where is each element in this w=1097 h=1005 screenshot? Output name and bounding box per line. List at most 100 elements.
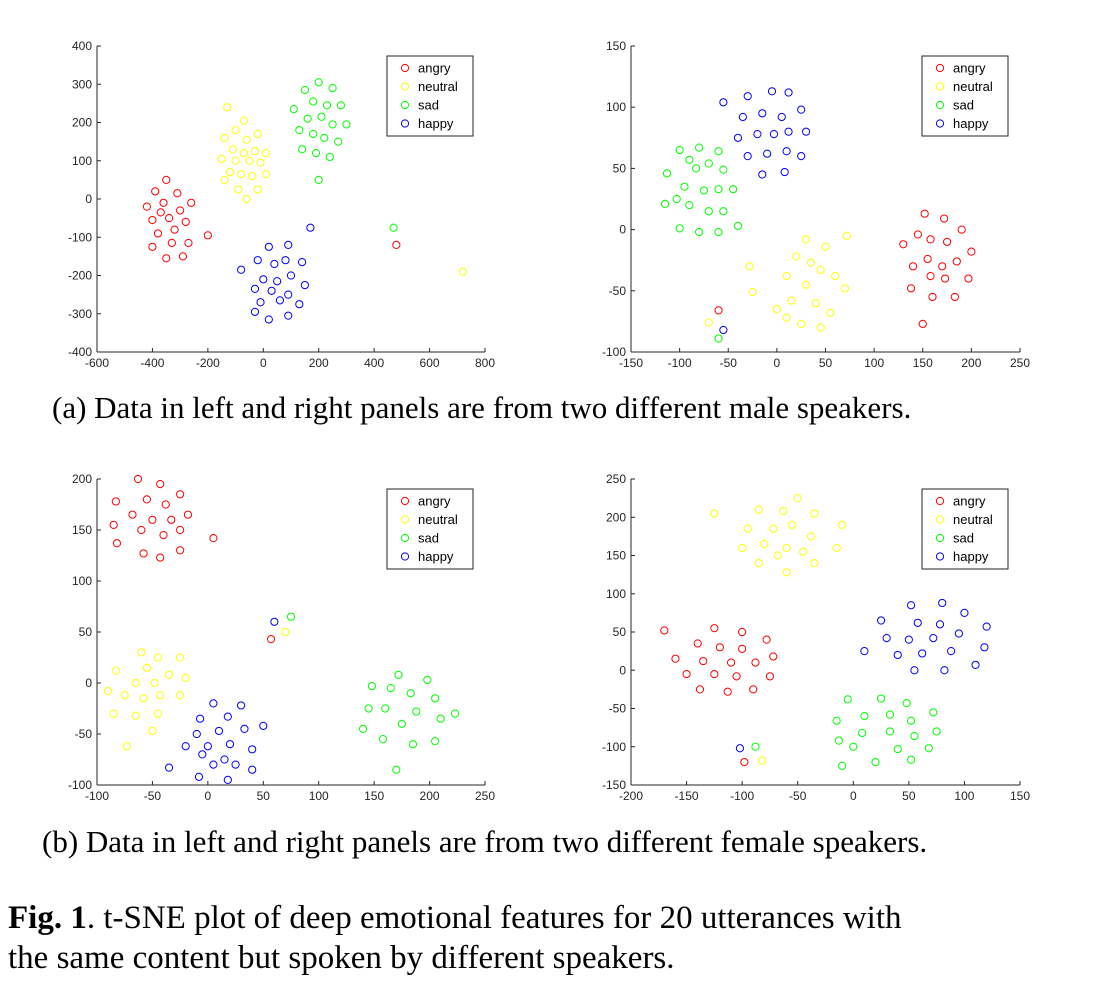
point-neutral [281, 627, 290, 637]
point-angry [942, 237, 952, 246]
legend-marker-happy [400, 119, 410, 128]
point-angry [167, 515, 176, 524]
y-tick-label: -50 [609, 702, 627, 716]
point-angry [926, 272, 935, 281]
caption-b: (b) Data in left and right panels are fr… [42, 824, 928, 859]
point-angry [176, 525, 185, 535]
point-sad [704, 159, 713, 168]
point-neutral [806, 258, 816, 267]
legend-marker-angry [400, 496, 410, 506]
point-sad [694, 143, 704, 152]
point-happy [267, 286, 276, 295]
point-angry [187, 198, 196, 207]
point-happy [181, 742, 190, 751]
point-neutral [838, 520, 847, 530]
point-neutral [772, 305, 781, 314]
point-angry [923, 254, 932, 264]
point-happy [946, 647, 956, 656]
point-angry [908, 262, 918, 271]
point-angry [164, 214, 174, 223]
point-neutral [816, 323, 825, 332]
point-neutral [797, 319, 806, 328]
point-angry [699, 656, 708, 666]
x-tick-label: 0 [774, 356, 781, 370]
point-angry [740, 757, 749, 767]
point-neutral [228, 145, 237, 154]
point-happy [784, 127, 793, 136]
point-angry [148, 215, 157, 225]
point-sad [303, 114, 312, 123]
point-angry [928, 292, 937, 302]
x-tick-label: -100 [668, 356, 692, 370]
point-happy [735, 744, 745, 753]
point-angry [715, 643, 725, 652]
point-neutral [253, 185, 262, 194]
y-tick-label: 200 [72, 116, 92, 130]
point-happy [882, 634, 891, 643]
point-sad [719, 165, 728, 174]
point-happy [971, 660, 980, 669]
point-angry [751, 658, 760, 667]
point-happy [220, 755, 229, 764]
point-happy [195, 714, 205, 723]
point-sad [672, 194, 681, 204]
legend-label-neutral: neutral [418, 512, 458, 527]
point-angry [749, 685, 758, 694]
point-angry [671, 654, 680, 663]
point-happy [194, 772, 204, 781]
point-sad [311, 149, 321, 158]
legend-label-sad: sad [953, 98, 974, 113]
point-sad [714, 185, 723, 194]
point-angry [967, 247, 976, 256]
point-neutral [811, 298, 820, 308]
point-angry [159, 531, 168, 540]
y-tick-label: 100 [72, 154, 92, 168]
point-happy [214, 726, 224, 736]
point-happy [223, 712, 232, 721]
point-angry [906, 284, 916, 293]
x-tick-label: 0 [260, 356, 267, 370]
point-neutral [150, 678, 159, 688]
point-angry [162, 254, 171, 263]
point-neutral [245, 156, 254, 165]
point-sad [692, 164, 701, 173]
y-tick-label: 0 [619, 663, 626, 677]
point-happy [240, 724, 249, 734]
point-angry [153, 229, 163, 238]
point-sad [932, 727, 941, 736]
point-happy [237, 265, 246, 274]
y-tick-label: -300 [68, 307, 92, 321]
point-happy [929, 634, 938, 643]
point-happy [264, 315, 273, 324]
point-sad [719, 207, 728, 216]
point-neutral [782, 543, 791, 552]
point-happy [733, 133, 743, 142]
legend-marker-happy [400, 552, 410, 561]
point-angry [941, 274, 950, 283]
point-happy [164, 763, 174, 772]
point-angry [899, 240, 908, 249]
point-neutral [816, 265, 825, 275]
point-neutral [242, 194, 251, 204]
point-happy [256, 298, 265, 307]
point-happy [273, 277, 282, 286]
point-sad [436, 714, 445, 723]
point-angry [139, 549, 148, 558]
point-neutral [153, 709, 163, 718]
point-neutral [787, 296, 796, 305]
x-tick-label: 250 [1010, 356, 1030, 370]
point-happy [253, 256, 262, 265]
y-tick-label: 100 [606, 587, 626, 601]
y-tick-label: -400 [68, 345, 92, 359]
point-sad [714, 227, 723, 237]
point-neutral [779, 507, 788, 516]
point-angry [710, 669, 719, 679]
legend-label-angry: angry [418, 494, 451, 509]
point-happy [906, 601, 916, 610]
chart-b-right: -200 -150 -100 -50 0 50 100 150-150-100-5005010… [602, 472, 1030, 803]
point-neutral [261, 149, 271, 158]
legend-label-sad: sad [953, 531, 974, 546]
legend-marker-sad [400, 100, 410, 110]
x-tick-label: 150 [364, 789, 384, 803]
point-happy [250, 284, 260, 293]
